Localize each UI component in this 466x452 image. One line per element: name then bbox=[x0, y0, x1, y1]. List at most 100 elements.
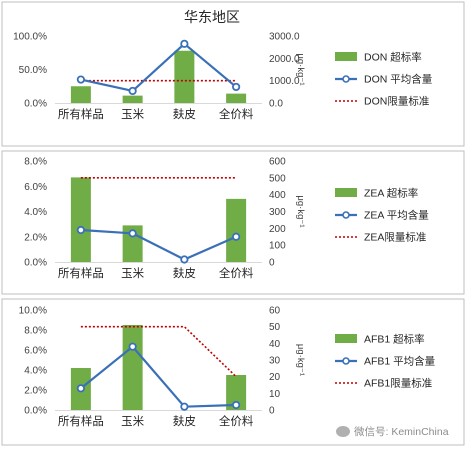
category-label: 全价料 bbox=[219, 414, 254, 428]
right-axis-tick-label: 500 bbox=[269, 173, 286, 184]
legend-label: AFB1 平均含量 bbox=[364, 355, 436, 368]
right-axis-unit-label: μg·kg⁻¹ bbox=[295, 344, 306, 376]
chart-panel-2: 0.0% 2.0% 4.0% 6.0% 8.0% 0 100 200 300 400 500 600 μ… bbox=[1, 150, 465, 295]
watermark-text: 微信号: KeminChina bbox=[354, 425, 449, 438]
left-axis-tick-label: 0.0% bbox=[24, 99, 47, 110]
left-axis-tick-label: 4.0% bbox=[24, 207, 47, 218]
right-axis-tick-label: 2000.0 bbox=[269, 54, 300, 65]
line-point bbox=[180, 255, 189, 264]
category-label: 全价料 bbox=[219, 107, 254, 121]
right-axis-unit-label: μg·kg⁻¹ bbox=[295, 53, 306, 85]
right-axis-tick-label: 3000.0 bbox=[269, 32, 300, 43]
category-label: 麸皮 bbox=[173, 108, 196, 121]
chart-panel-1: 华东地区 0.0% 50.0% 100.0% 0.0 1000.0 2000.0 3000.0… bbox=[1, 1, 465, 147]
limit-line bbox=[80, 325, 237, 378]
right-axis-tick-label: 100 bbox=[269, 241, 286, 252]
category-label: 玉米 bbox=[121, 267, 144, 280]
left-axis-tick-label: 50.0% bbox=[19, 65, 47, 76]
legend-swatch-marker bbox=[342, 75, 350, 83]
legend-swatch-marker bbox=[342, 357, 350, 365]
left-axis-tick-label: 10.0% bbox=[19, 306, 47, 317]
legend: AFB1 超标率 AFB1 平均含量 AFB1限量标准 bbox=[335, 333, 436, 390]
legend-swatch-bar bbox=[335, 334, 357, 343]
line-point bbox=[76, 384, 85, 393]
legend-swatch-marker bbox=[342, 211, 350, 219]
legend-label: DON 超标率 bbox=[364, 51, 422, 64]
legend: ZEA 超标率 ZEA 平均含量 ZEA限量标准 bbox=[335, 187, 429, 244]
legend: DON 超标率 DON 平均含量 DON限量标准 bbox=[335, 51, 433, 108]
right-axis-tick-label: 0.0 bbox=[269, 99, 283, 110]
legend-label: AFB1 超标率 bbox=[364, 333, 425, 346]
line-point bbox=[128, 342, 137, 351]
bar bbox=[122, 225, 143, 262]
line-point bbox=[180, 39, 189, 48]
line-point bbox=[180, 402, 189, 411]
series-line bbox=[80, 228, 237, 261]
category-label: 麸皮 bbox=[173, 415, 196, 428]
bar bbox=[226, 93, 247, 103]
bar bbox=[70, 86, 91, 103]
right-axis-tick-label: 20 bbox=[269, 372, 281, 383]
panel-border bbox=[1, 1, 465, 147]
right-axis-unit-label: μg·kg⁻¹ bbox=[295, 195, 306, 227]
bar bbox=[70, 177, 91, 262]
bar bbox=[226, 198, 247, 262]
series-line bbox=[80, 42, 237, 93]
line-point bbox=[128, 86, 137, 96]
line-point bbox=[76, 225, 85, 235]
right-axis-tick-label: 40 bbox=[269, 339, 281, 350]
legend-label: ZEA 超标率 bbox=[364, 187, 418, 200]
left-axis-tick-label: 0.0% bbox=[24, 406, 47, 417]
category-label: 所有样品 bbox=[58, 414, 104, 428]
series-line bbox=[80, 345, 237, 408]
category-label: 玉米 bbox=[121, 108, 144, 121]
left-axis-tick-label: 2.0% bbox=[24, 386, 47, 397]
chart-title: 华东地区 bbox=[184, 9, 240, 25]
line-point bbox=[232, 82, 241, 92]
bar bbox=[226, 375, 247, 410]
chart-panel-3: 0.0% 2.0% 4.0% 6.0% 8.0% 10.0% 0 10 20 30 40 50 60 μg… bbox=[1, 298, 465, 446]
legend-swatch-bar bbox=[335, 188, 357, 197]
left-axis-tick-label: 6.0% bbox=[24, 182, 47, 193]
bar bbox=[122, 95, 143, 103]
right-axis-tick-label: 10 bbox=[269, 389, 281, 400]
right-axis-tick-label: 30 bbox=[269, 356, 281, 367]
left-axis-tick-label: 8.0% bbox=[24, 326, 47, 337]
legend-label: ZEA 平均含量 bbox=[364, 209, 429, 222]
legend-swatch-bar bbox=[335, 52, 357, 61]
line-point bbox=[232, 232, 241, 241]
right-axis-tick-label: 400 bbox=[269, 190, 286, 201]
left-axis-tick-label: 100.0% bbox=[13, 32, 47, 43]
legend-label: ZEA限量标准 bbox=[364, 232, 426, 244]
left-axis-tick-label: 0.0% bbox=[24, 258, 47, 269]
right-axis-tick-label: 1000.0 bbox=[269, 76, 300, 87]
legend-label: DON限量标准 bbox=[364, 96, 429, 108]
left-axis-tick-label: 2.0% bbox=[24, 232, 47, 243]
wechat-icon bbox=[336, 425, 350, 437]
category-label: 全价料 bbox=[219, 266, 254, 280]
right-axis-tick-label: 200 bbox=[269, 224, 286, 235]
left-axis-tick-label: 8.0% bbox=[24, 157, 47, 168]
category-label: 所有样品 bbox=[58, 107, 104, 121]
line-point bbox=[232, 400, 241, 410]
category-label: 所有样品 bbox=[58, 266, 104, 280]
category-label: 玉米 bbox=[121, 415, 144, 428]
watermark: 微信号: KeminChina bbox=[336, 420, 449, 442]
line-point bbox=[76, 75, 85, 84]
right-axis-tick-label: 0 bbox=[269, 258, 275, 269]
line-point bbox=[128, 229, 137, 238]
bar bbox=[122, 325, 143, 410]
legend-label: DON 平均含量 bbox=[364, 73, 433, 86]
left-axis-tick-label: 6.0% bbox=[24, 346, 47, 357]
right-axis-tick-label: 50 bbox=[269, 322, 281, 333]
right-axis-tick-label: 600 bbox=[269, 157, 286, 168]
category-label: 麸皮 bbox=[173, 267, 196, 280]
right-axis-tick-label: 300 bbox=[269, 207, 286, 218]
right-axis-tick-label: 60 bbox=[269, 306, 281, 317]
left-axis-tick-label: 4.0% bbox=[24, 366, 47, 377]
right-axis-tick-label: 0 bbox=[269, 406, 275, 417]
legend-label: AFB1限量标准 bbox=[364, 378, 432, 390]
bar bbox=[174, 50, 195, 103]
